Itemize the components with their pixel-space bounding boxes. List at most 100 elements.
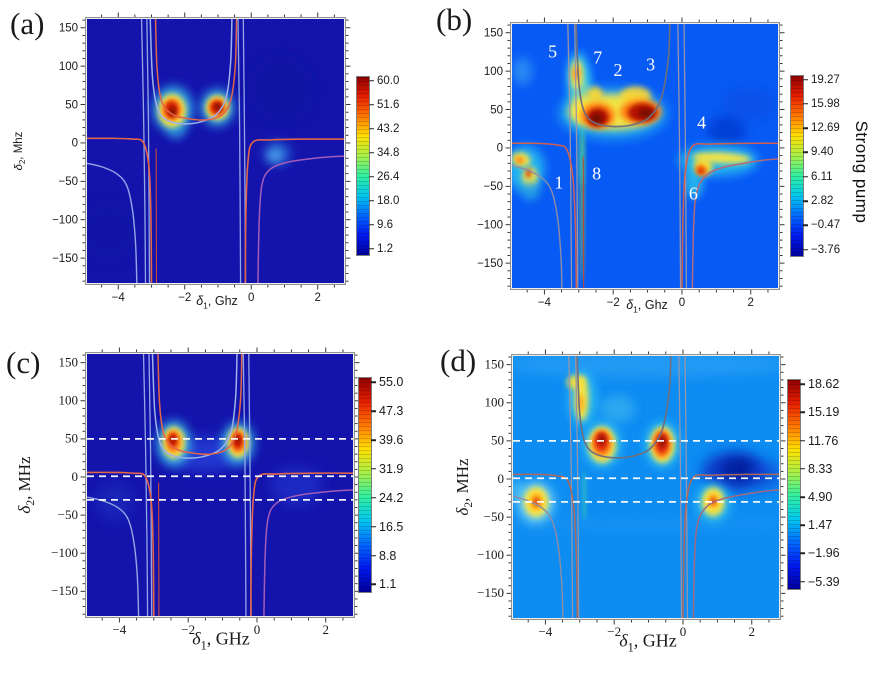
x-tick-label: −4 [538,624,552,639]
colorbar-tick [803,78,808,81]
hotspot-blob [638,108,653,118]
colorbar-tick-label: 8.8 [379,548,397,563]
hotspot-blob [720,457,756,481]
colorbar-tick [371,554,376,557]
y-tick-label: 100 [485,395,505,410]
hotspot-blob [590,113,603,125]
x-tick-label: −4 [538,297,552,309]
resonance-curve [512,164,563,288]
colorbar-tick [371,381,376,384]
colorbar-tick-label: 12.69 [811,122,840,135]
plot-frame [510,22,780,290]
hotspot-blob [598,434,606,445]
y-tick-label: −150 [477,585,504,600]
y-tick-label: 50 [490,104,503,116]
panel-c-x-axis-label: δ1, GHz [192,628,250,653]
colorbar-tick [803,200,808,202]
y-tick-label: −150 [52,253,78,265]
colorbar-tick [800,468,805,470]
y-tick-label: −50 [58,176,78,188]
colorbar-tick [800,580,805,583]
hotspot-blob [267,148,284,163]
resonance-curve [148,354,153,616]
colorbar-tick [371,410,376,412]
region-number-annotation: 4 [697,113,706,133]
plot-frame [85,17,346,285]
resonance-curve [157,354,243,456]
y-tick-label: −50 [484,509,504,524]
colorbar-tick-label: 26.4 [377,170,400,183]
colorbar-tick [803,224,808,227]
colorbar-tick [803,151,808,154]
colorbar-tick-label: 55.0 [379,375,404,390]
resonance-curve [574,24,579,288]
hotspot-blob [582,469,586,522]
hotspot-blob [521,180,541,201]
resonance-curve [149,19,233,125]
colorbar-gradient [358,377,372,593]
resonance-curve [692,489,779,618]
x-tick-label: 0 [254,622,261,637]
x-tick-label: 0 [248,292,254,304]
hotspot-blob [750,461,779,489]
y-tick-label: −50 [483,181,503,193]
region-number-annotation: 1 [554,173,563,193]
panel-c-heatmap: −4 −2 0 2 150 100 50 0 −50 −100 −150 [51,347,360,637]
axis-ticks [80,347,360,623]
resonance-curve [87,137,153,283]
x-tick-label: −2 [181,622,195,637]
hotspot-blob [214,103,222,111]
colorbar-tick-label: 1.1 [379,577,397,592]
resonance-curve [146,19,151,283]
colorbar-tick-label: 4.90 [808,490,833,504]
panel-c-y-axis-label: δ2, MHz [14,456,38,514]
hotspot-blob [95,482,134,521]
panel-d-letter: (d) [440,343,477,378]
colorbar-tick [369,79,374,82]
region-number-annotation: 6 [689,183,698,203]
hotspot-blob [579,127,584,187]
x-tick-label: −4 [112,292,126,304]
hotspot-blob [600,395,635,423]
x-tick-label: 2 [748,297,754,309]
colorbar-tick [371,583,376,586]
hotspot-blob [87,200,139,262]
plot-frame [85,352,355,618]
colorbar-tick-label: −5.39 [808,574,840,589]
y-tick-label: −50 [58,507,78,522]
colorbar-tick-label: 16.5 [379,519,404,534]
resonance-curve [691,158,778,288]
colorbar-tick [369,103,374,106]
colorbar-tick-label: 24.2 [379,490,404,505]
colorbar-tick [803,176,808,178]
y-tick-label: −150 [477,258,503,270]
colorbar-b-title: Strong pump [852,120,871,224]
resonance-curve [568,356,574,618]
hotspot-blob [513,356,779,377]
panel-a-letter: (a) [10,6,45,41]
panel-d-heatmap: −4 −2 0 2 150 100 50 0 −50 −100 −150 [477,349,786,639]
y-tick-label: 0 [497,143,503,155]
x-tick-label: 0 [680,624,687,639]
resonance-curve [567,24,573,288]
y-tick-label: 100 [59,393,79,408]
y-tick-label: 100 [484,66,503,78]
colorbar-tick [371,497,376,499]
y-tick-label: 150 [59,354,79,369]
panel-b-x-axis-label: δ1, Ghz [626,297,668,315]
colorbar-tick [800,496,805,498]
x-tick-label: 2 [749,624,756,639]
y-tick-label: 0 [72,469,79,484]
y-tick-label: 50 [65,431,78,446]
resonance-curve [263,489,353,616]
resonance-curve [142,354,149,616]
resonance-curve [140,19,147,283]
y-tick-label: 150 [485,356,505,371]
y-tick-label: −100 [477,547,504,562]
y-tick-label: −100 [477,220,503,232]
colorbar-tick-label: 15.98 [811,97,840,110]
panel-b-colorbar: 19.27 15.98 12.69 9.40 6.11 2.82 −0.47 −3.76 [790,74,862,257]
x-tick-label: −2 [607,624,621,639]
colorbar-tick [800,383,805,386]
